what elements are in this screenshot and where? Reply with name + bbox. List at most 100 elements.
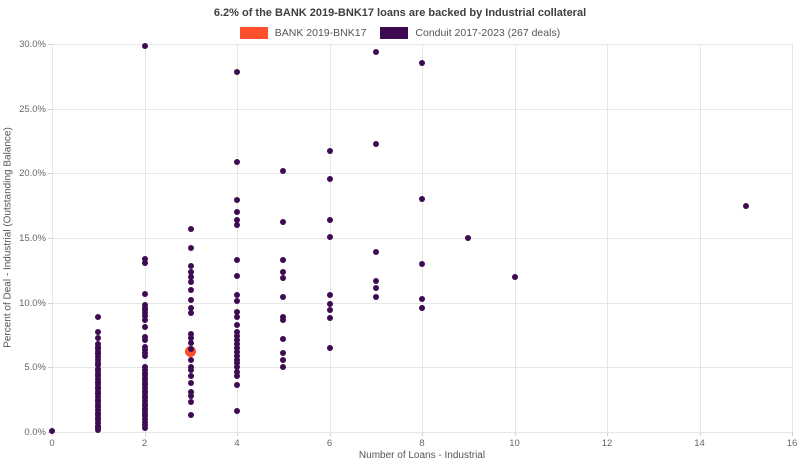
scatter-point-conduit[interactable] xyxy=(234,373,240,380)
scatter-point-conduit[interactable] xyxy=(234,348,240,355)
scatter-point-conduit[interactable] xyxy=(234,209,240,216)
scatter-point-conduit[interactable] xyxy=(187,346,194,353)
scatter-point-conduit[interactable] xyxy=(234,158,240,165)
scatter-point-conduit[interactable] xyxy=(187,363,194,370)
scatter-point-conduit[interactable] xyxy=(95,362,102,369)
scatter-point-conduit[interactable] xyxy=(326,344,333,351)
scatter-point-conduit[interactable] xyxy=(234,216,240,223)
scatter-point-conduit[interactable] xyxy=(234,69,240,76)
scatter-point-conduit[interactable] xyxy=(234,344,240,351)
scatter-point-conduit[interactable] xyxy=(95,427,102,434)
scatter-point-conduit[interactable] xyxy=(234,256,240,263)
scatter-point-conduit[interactable] xyxy=(187,412,194,419)
scatter-point-conduit[interactable] xyxy=(280,335,287,342)
scatter-point-conduit[interactable] xyxy=(187,379,194,386)
scatter-point-conduit[interactable] xyxy=(95,329,102,336)
scatter-point-conduit[interactable] xyxy=(280,219,287,226)
scatter-point-conduit[interactable] xyxy=(372,285,379,292)
scatter-point-conduit[interactable] xyxy=(187,330,194,337)
scatter-point-conduit[interactable] xyxy=(372,277,379,284)
scatter-point-conduit[interactable] xyxy=(141,312,148,319)
scatter-point-conduit[interactable] xyxy=(95,313,102,320)
scatter-point-conduit[interactable] xyxy=(187,273,194,280)
scatter-point-conduit[interactable] xyxy=(465,235,472,241)
scatter-point-conduit[interactable] xyxy=(187,304,194,311)
scatter-point-conduit[interactable] xyxy=(234,341,240,348)
scatter-point-conduit[interactable] xyxy=(419,295,425,302)
scatter-point-conduit[interactable] xyxy=(141,317,148,324)
scatter-point-conduit[interactable] xyxy=(234,360,240,367)
scatter-point-conduit[interactable] xyxy=(234,382,240,389)
scatter-point-conduit[interactable] xyxy=(234,222,240,229)
scatter-point-conduit[interactable] xyxy=(234,408,240,415)
scatter-point-conduit[interactable] xyxy=(234,352,240,359)
scatter-point-conduit[interactable] xyxy=(95,356,102,363)
scatter-point-conduit[interactable] xyxy=(280,356,287,363)
scatter-point-conduit[interactable] xyxy=(234,321,240,328)
scatter-point-conduit[interactable] xyxy=(326,148,333,155)
scatter-point-conduit[interactable] xyxy=(280,275,287,282)
scatter-point-conduit[interactable] xyxy=(372,48,379,55)
scatter-point-conduit[interactable] xyxy=(187,286,194,293)
scatter-point-conduit[interactable] xyxy=(280,364,287,371)
scatter-point-conduit[interactable] xyxy=(234,329,240,336)
scatter-point-conduit[interactable] xyxy=(141,343,148,350)
scatter-point-conduit[interactable] xyxy=(141,42,148,49)
scatter-point-conduit[interactable] xyxy=(280,268,287,275)
scatter-point-conduit[interactable] xyxy=(511,273,518,280)
scatter-point-conduit[interactable] xyxy=(141,421,148,428)
scatter-point-conduit[interactable] xyxy=(234,313,240,320)
scatter-point-conduit[interactable] xyxy=(234,368,240,375)
scatter-point-conduit[interactable] xyxy=(326,175,333,182)
scatter-point-conduit[interactable] xyxy=(234,272,240,279)
scatter-point-conduit[interactable] xyxy=(187,268,194,275)
scatter-point-conduit[interactable] xyxy=(141,324,148,331)
scatter-point-conduit[interactable] xyxy=(141,425,148,432)
scatter-point-conduit[interactable] xyxy=(234,364,240,371)
scatter-point-conduit[interactable] xyxy=(419,305,425,312)
scatter-point-conduit[interactable] xyxy=(49,427,55,434)
scatter-point-conduit[interactable] xyxy=(280,350,287,357)
scatter-point-conduit[interactable] xyxy=(280,256,287,263)
scatter-point-conduit[interactable] xyxy=(234,197,240,204)
scatter-point-conduit[interactable] xyxy=(280,313,287,320)
scatter-point-conduit[interactable] xyxy=(280,317,287,324)
scatter-point-conduit[interactable] xyxy=(187,340,194,347)
legend-item-conduit[interactable]: Conduit 2017-2023 (267 deals) xyxy=(380,27,560,39)
scatter-point-conduit[interactable] xyxy=(187,245,194,252)
scatter-point-conduit[interactable] xyxy=(187,310,194,316)
scatter-point-conduit[interactable] xyxy=(419,196,425,203)
scatter-point-conduit[interactable] xyxy=(141,418,148,425)
scatter-point-conduit[interactable] xyxy=(141,255,148,262)
scatter-point-conduit[interactable] xyxy=(326,307,333,314)
scatter-point-conduit[interactable] xyxy=(742,202,749,209)
scatter-point-conduit[interactable] xyxy=(372,293,379,300)
scatter-point-conduit[interactable] xyxy=(141,353,148,360)
scatter-point-conduit[interactable] xyxy=(187,263,194,270)
scatter-point-conduit[interactable] xyxy=(326,300,333,307)
scatter-point-conduit[interactable] xyxy=(187,334,194,341)
scatter-point-conduit[interactable] xyxy=(234,308,240,315)
scatter-point-conduit[interactable] xyxy=(95,334,102,341)
scatter-point-conduit[interactable] xyxy=(187,388,194,395)
scatter-point-conduit[interactable] xyxy=(187,278,194,285)
scatter-point-conduit[interactable] xyxy=(234,298,240,305)
scatter-point-conduit[interactable] xyxy=(234,333,240,340)
scatter-point-conduit[interactable] xyxy=(141,336,148,343)
legend-item-bank[interactable]: BANK 2019-BNK17 xyxy=(239,27,366,39)
scatter-point-conduit[interactable] xyxy=(326,233,333,240)
scatter-point-conduit[interactable] xyxy=(326,216,333,223)
scatter-point-conduit[interactable] xyxy=(234,291,240,298)
scatter-point-conduit[interactable] xyxy=(187,356,194,363)
scatter-point-conduit[interactable] xyxy=(280,293,287,300)
scatter-point-conduit[interactable] xyxy=(419,60,425,67)
scatter-point-conduit[interactable] xyxy=(141,346,148,353)
scatter-point-conduit[interactable] xyxy=(187,225,194,232)
scatter-point-conduit[interactable] xyxy=(141,350,148,357)
scatter-point-conduit[interactable] xyxy=(326,291,333,298)
scatter-point-conduit[interactable] xyxy=(187,297,194,304)
scatter-point-conduit[interactable] xyxy=(280,167,287,174)
scatter-point-conduit[interactable] xyxy=(419,260,425,267)
scatter-point-conduit[interactable] xyxy=(326,315,333,322)
scatter-point-conduit[interactable] xyxy=(187,373,194,380)
